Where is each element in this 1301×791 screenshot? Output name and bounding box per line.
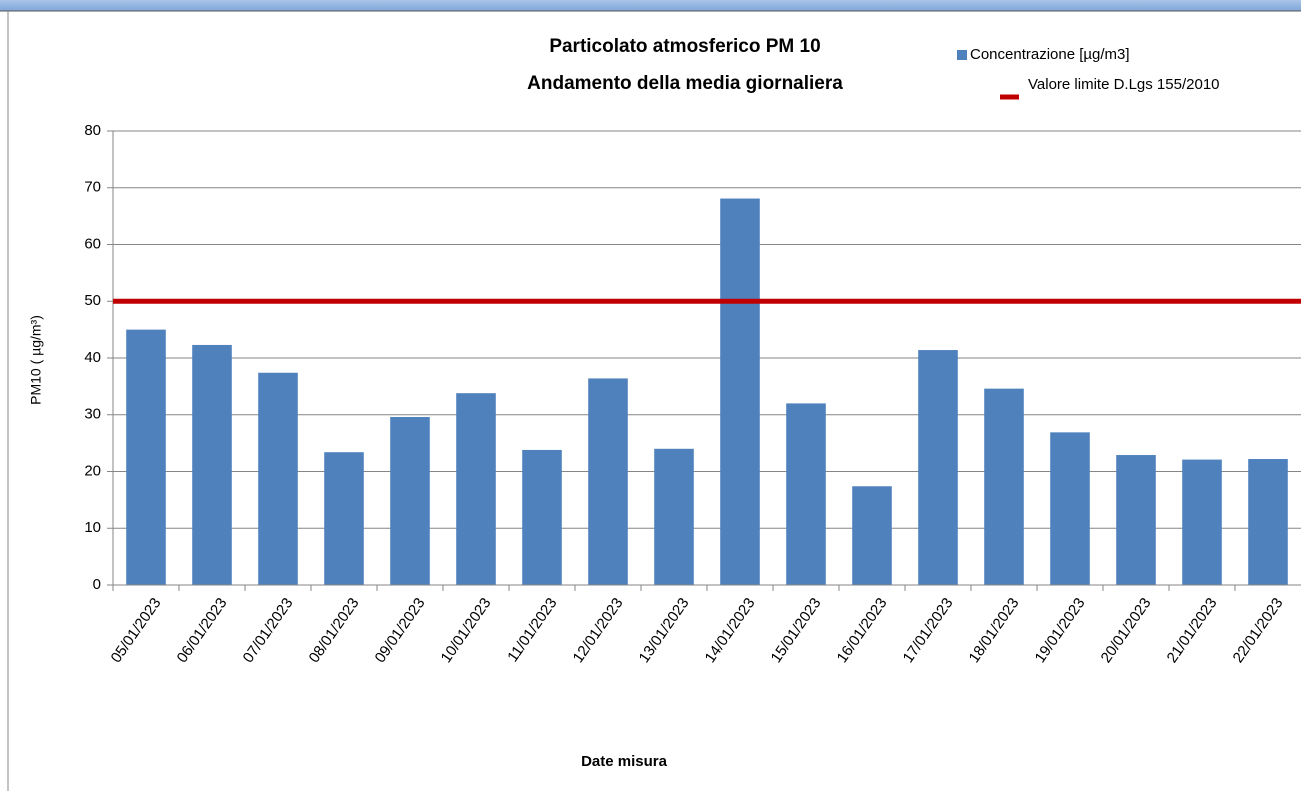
bar (126, 329, 166, 585)
bar (984, 388, 1024, 585)
x-tick-label: 12/01/2023 (570, 595, 627, 666)
y-tick-label: 30 (84, 406, 101, 423)
bar (852, 486, 892, 585)
bar (654, 448, 694, 585)
y-tick-label: 50 (84, 292, 101, 309)
bar (324, 452, 364, 585)
legend-label: Concentrazione [µg/m3] (970, 46, 1130, 63)
y-tick-label: 60 (84, 235, 101, 252)
bar (1050, 432, 1090, 585)
x-tick-label: 08/01/2023 (306, 595, 363, 666)
x-tick-label: 19/01/2023 (1032, 595, 1089, 666)
bar (1116, 455, 1156, 585)
bar (390, 417, 430, 585)
legend-label: Valore limite D.Lgs 155/2010 (1028, 76, 1220, 93)
x-tick-label: 07/01/2023 (240, 595, 297, 666)
y-tick-label: 0 (93, 576, 101, 593)
y-axis-label: PM10 ( µg/m³) (28, 315, 44, 405)
x-tick-label: 05/01/2023 (108, 595, 165, 666)
x-tick-label: 21/01/2023 (1164, 595, 1221, 666)
bar (720, 198, 760, 585)
y-tick-label: 70 (84, 179, 101, 196)
x-tick-label: 10/01/2023 (438, 595, 495, 666)
x-tick-label: 13/01/2023 (636, 595, 693, 666)
y-tick-label: 80 (84, 122, 101, 139)
y-tick-label: 10 (84, 519, 101, 536)
bar (786, 403, 826, 585)
x-axis-label: Date misura (581, 753, 668, 770)
x-tick-label: 18/01/2023 (966, 595, 1023, 666)
x-tick-label: 22/01/2023 (1230, 595, 1287, 666)
chart-title: Particolato atmosferico PM 10 (549, 36, 820, 57)
window-strip (0, 0, 1301, 11)
x-tick-label: 16/01/2023 (834, 595, 891, 666)
bar (258, 372, 298, 585)
x-tick-label: 17/01/2023 (900, 595, 957, 666)
x-tick-label: 14/01/2023 (702, 595, 759, 666)
legend-swatch (957, 50, 967, 60)
bar (588, 378, 628, 585)
bar (192, 344, 232, 585)
bar (1182, 459, 1222, 585)
x-tick-label: 20/01/2023 (1098, 595, 1155, 666)
bar (522, 449, 562, 585)
chart-subtitle: Andamento della media giornaliera (527, 73, 843, 94)
x-tick-label: 09/01/2023 (372, 595, 429, 666)
y-tick-label: 20 (84, 462, 101, 479)
bar (456, 393, 496, 585)
bar (918, 350, 958, 585)
x-tick-label: 15/01/2023 (768, 595, 825, 666)
x-tick-label: 06/01/2023 (174, 595, 231, 666)
bar (1248, 459, 1288, 585)
x-tick-label: 11/01/2023 (504, 595, 560, 665)
y-tick-label: 40 (84, 349, 101, 366)
